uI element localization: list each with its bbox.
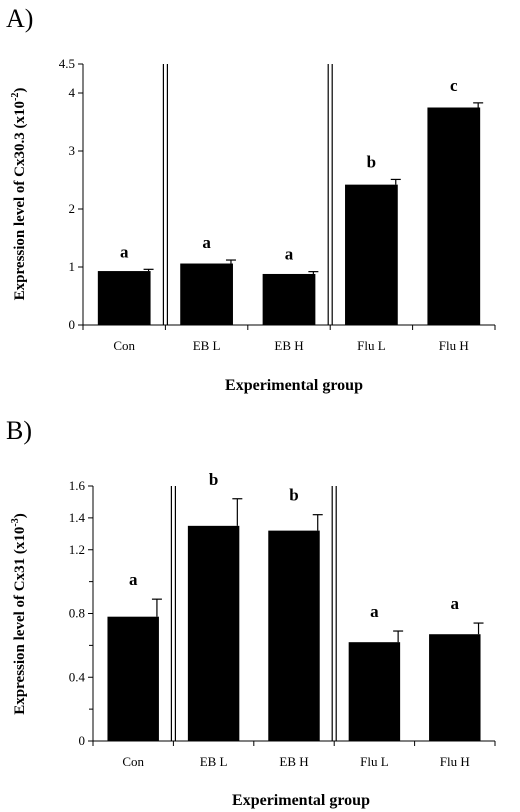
panel-b-bar	[429, 634, 481, 741]
panel-a-x-axis-title: Experimental group	[225, 377, 363, 394]
panel-b-significance-label: a	[370, 602, 379, 621]
panel-a-significance-label: a	[202, 233, 211, 252]
panel-b-label: B)	[6, 416, 32, 445]
panel-a-label: A)	[6, 4, 34, 33]
panel-b-y-axis-title-main: Expression level of Cx31 (x10	[12, 527, 28, 715]
panel-b-significance-label: b	[209, 470, 218, 489]
panel-a-category-label: Flu H	[439, 338, 469, 353]
panel-b-y-tick-label: 0.8	[69, 606, 85, 621]
panel-a-bar	[97, 271, 151, 325]
panel-b-bar	[107, 616, 159, 741]
panel-a-y-axis-title-exponent: -2	[10, 93, 21, 101]
panel-a-significance-label: c	[450, 76, 458, 95]
panel-b-y-tick-label: 1.2	[69, 542, 85, 557]
panel-b-y-tick-label: 0	[79, 733, 86, 748]
panel-b-y-axis-title: Expression level of Cx31 (x10-3)	[10, 513, 28, 714]
panel-a-y-axis-title-main: Expression level of Cx30.3 (x10	[12, 101, 28, 300]
panel-a-y-axis-title-end: )	[12, 88, 28, 93]
panel-b-y-tick-label: 0.4	[69, 669, 86, 684]
panel-b-y-axis-title-end: )	[12, 513, 28, 518]
panel-a-y-axis-title: Expression level of Cx30.3 (x10-2)	[10, 88, 28, 301]
panel-b-category-label: Flu L	[360, 754, 389, 769]
panel-b-category-label: Con	[122, 754, 144, 769]
panel-b-y-tick-label: 1.4	[69, 510, 86, 525]
panel-a-y-tick-label: 4.5	[59, 56, 75, 71]
panel-a-bar	[427, 107, 481, 325]
panel-a-category-label: EB L	[193, 338, 221, 353]
panel-a-category-label: EB H	[274, 338, 303, 353]
panel-b-bar	[348, 642, 401, 741]
panel-b-y-axis-title-exponent: -3	[10, 518, 21, 526]
panel-a-bar	[345, 184, 398, 325]
panel-a-y-tick-label: 0	[69, 317, 76, 332]
panel-b-y-tick-label: 1.6	[69, 478, 86, 493]
panel-b-significance-label: b	[289, 486, 298, 505]
panel-a-y-tick-label: 3	[69, 143, 76, 158]
panel-b-x-axis-title: Experimental group	[232, 792, 370, 809]
panel-a-significance-label: a	[120, 242, 129, 261]
panel-b-significance-label: a	[451, 594, 460, 613]
panel-a-significance-label: a	[285, 245, 294, 264]
panel-a-bar	[180, 263, 233, 325]
panel-a-y-tick-label: 1	[69, 259, 76, 274]
panel-a-category-label: Flu L	[357, 338, 386, 353]
panel-b-bar	[268, 530, 320, 741]
panel-b-category-label: Flu H	[440, 754, 470, 769]
panel-a-bar	[262, 273, 316, 325]
panel-a-y-tick-label: 4	[69, 85, 76, 100]
panel-b-category-label: EB H	[279, 754, 308, 769]
panel-a-significance-label: b	[367, 152, 376, 171]
panel-b-significance-label: a	[129, 570, 138, 589]
panel-b-category-label: EB L	[200, 754, 228, 769]
panel-a-category-label: Con	[113, 338, 135, 353]
panel-a-y-tick-label: 2	[69, 201, 76, 216]
panel-b-bar	[187, 525, 240, 741]
